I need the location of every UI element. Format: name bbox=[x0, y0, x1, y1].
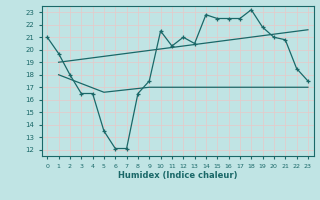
X-axis label: Humidex (Indice chaleur): Humidex (Indice chaleur) bbox=[118, 171, 237, 180]
